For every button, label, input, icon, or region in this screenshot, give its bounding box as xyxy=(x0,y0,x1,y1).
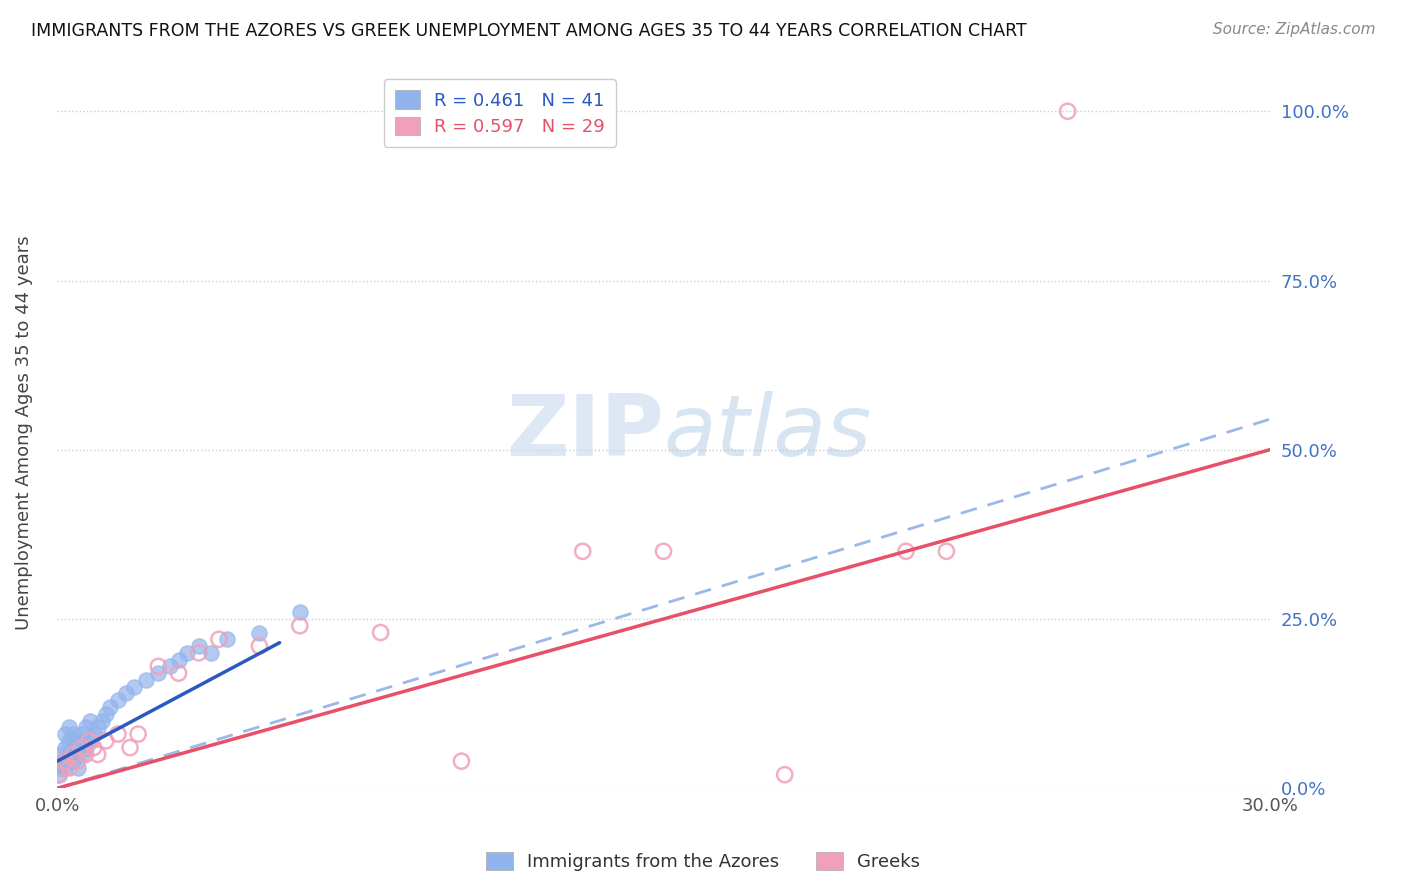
Point xyxy=(1056,104,1078,119)
Point xyxy=(75,720,97,734)
Point xyxy=(66,734,89,748)
Point xyxy=(58,754,80,768)
Point xyxy=(66,747,89,762)
Point xyxy=(55,727,77,741)
Point xyxy=(58,747,80,762)
Point xyxy=(70,727,93,741)
Point xyxy=(208,632,231,647)
Point xyxy=(571,544,593,558)
Point xyxy=(48,767,70,781)
Point xyxy=(70,747,93,762)
Point xyxy=(87,720,110,734)
Point xyxy=(62,740,84,755)
Point xyxy=(48,767,70,781)
Point xyxy=(450,754,472,768)
Point xyxy=(187,646,209,660)
Text: atlas: atlas xyxy=(664,392,872,475)
Point xyxy=(51,761,73,775)
Point xyxy=(66,754,89,768)
Point xyxy=(62,727,84,741)
Point xyxy=(55,740,77,755)
Point xyxy=(107,693,129,707)
Point xyxy=(62,754,84,768)
Point xyxy=(288,619,311,633)
Point xyxy=(107,727,129,741)
Point xyxy=(75,740,97,755)
Point xyxy=(118,740,141,755)
Point xyxy=(66,761,89,775)
Legend: Immigrants from the Azores, Greeks: Immigrants from the Azores, Greeks xyxy=(478,845,928,879)
Point xyxy=(159,659,181,673)
Point xyxy=(94,706,117,721)
Point xyxy=(58,761,80,775)
Point xyxy=(79,734,101,748)
Point xyxy=(167,652,190,666)
Y-axis label: Unemployment Among Ages 35 to 44 years: Unemployment Among Ages 35 to 44 years xyxy=(15,235,32,630)
Point xyxy=(62,747,84,762)
Point xyxy=(200,646,222,660)
Text: ZIP: ZIP xyxy=(506,392,664,475)
Point xyxy=(90,714,112,728)
Point xyxy=(51,747,73,762)
Point xyxy=(247,639,270,653)
Point xyxy=(52,754,75,768)
Point xyxy=(115,686,138,700)
Point xyxy=(135,673,157,687)
Point xyxy=(215,632,238,647)
Point xyxy=(773,767,796,781)
Point xyxy=(894,544,917,558)
Point xyxy=(94,734,117,748)
Legend: R = 0.461   N = 41, R = 0.597   N = 29: R = 0.461 N = 41, R = 0.597 N = 29 xyxy=(384,79,616,147)
Point xyxy=(79,734,101,748)
Point xyxy=(652,544,675,558)
Point xyxy=(247,625,270,640)
Point xyxy=(148,659,170,673)
Point xyxy=(58,720,80,734)
Point xyxy=(55,761,77,775)
Point xyxy=(127,727,149,741)
Text: Source: ZipAtlas.com: Source: ZipAtlas.com xyxy=(1212,22,1375,37)
Point xyxy=(70,740,93,755)
Point xyxy=(167,666,190,681)
Point xyxy=(83,740,105,755)
Point xyxy=(288,605,311,619)
Point xyxy=(935,544,957,558)
Point xyxy=(75,747,97,762)
Point xyxy=(87,747,110,762)
Point xyxy=(51,761,73,775)
Point xyxy=(370,625,392,640)
Point xyxy=(187,639,209,653)
Point xyxy=(58,734,80,748)
Point xyxy=(83,727,105,741)
Text: IMMIGRANTS FROM THE AZORES VS GREEK UNEMPLOYMENT AMONG AGES 35 TO 44 YEARS CORRE: IMMIGRANTS FROM THE AZORES VS GREEK UNEM… xyxy=(31,22,1026,40)
Point xyxy=(176,646,198,660)
Point xyxy=(79,714,101,728)
Point xyxy=(148,666,170,681)
Point xyxy=(98,700,121,714)
Point xyxy=(122,680,145,694)
Point xyxy=(55,754,77,768)
